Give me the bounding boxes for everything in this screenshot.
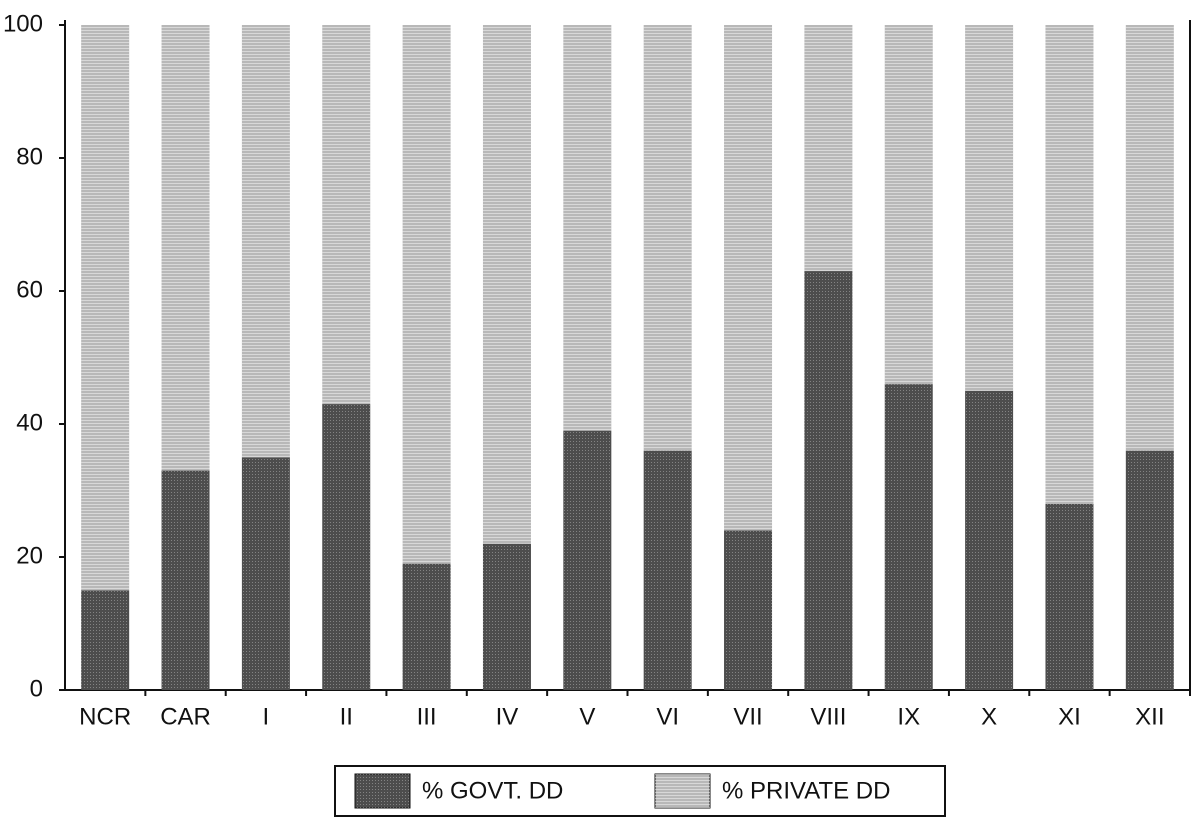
bar-texture — [81, 590, 130, 690]
bar-texture — [1045, 503, 1094, 690]
legend-box — [334, 765, 946, 817]
bar-texture — [1125, 450, 1174, 690]
bar-texture — [161, 25, 210, 471]
bar-texture — [161, 470, 210, 690]
y-tick-label: 0 — [30, 675, 43, 702]
x-tick-label: IX — [897, 703, 920, 730]
bar-texture — [884, 384, 933, 690]
bar-texture — [724, 25, 773, 531]
y-tick-label: 20 — [16, 542, 43, 569]
x-tick-label: NCR — [79, 703, 131, 730]
bar-texture — [402, 563, 451, 690]
bar-texture — [1045, 25, 1094, 504]
y-tick-label: 100 — [3, 10, 43, 37]
x-tick-label: VIII — [810, 703, 846, 730]
bar-texture — [322, 25, 371, 405]
bar-texture — [563, 25, 612, 431]
legend-label: % PRIVATE DD — [722, 777, 890, 804]
y-tick-label: 40 — [16, 409, 43, 436]
bar-texture — [482, 543, 531, 690]
legend-label: % GOVT. DD — [422, 777, 563, 804]
bar-texture — [563, 430, 612, 690]
y-tick-label: 60 — [16, 276, 43, 303]
bar-texture — [884, 25, 933, 385]
bar-texture — [241, 457, 290, 690]
bar-texture — [965, 25, 1014, 391]
x-tick-label: III — [417, 703, 437, 730]
bar-texture — [1125, 25, 1174, 451]
bar-texture — [81, 25, 130, 591]
bar-texture — [724, 530, 773, 690]
x-tick-label: IV — [496, 703, 519, 730]
bar-texture — [322, 404, 371, 690]
x-tick-label: XII — [1135, 703, 1164, 730]
bar-texture — [804, 25, 853, 272]
x-tick-label: VII — [733, 703, 762, 730]
bar-texture — [482, 25, 531, 544]
x-tick-label: II — [340, 703, 353, 730]
bar-texture — [241, 25, 290, 458]
bar-texture — [643, 25, 692, 451]
x-tick-label: I — [263, 703, 270, 730]
y-tick-label: 80 — [16, 143, 43, 170]
x-tick-label: XI — [1058, 703, 1081, 730]
x-tick-label: V — [579, 703, 595, 730]
bar-texture — [402, 25, 451, 564]
x-tick-label: CAR — [160, 703, 211, 730]
bar-texture — [965, 390, 1014, 690]
bar-texture — [804, 271, 853, 690]
legend-texture — [355, 774, 410, 808]
x-tick-label: VI — [656, 703, 679, 730]
bar-texture — [643, 450, 692, 690]
x-tick-label: X — [981, 703, 997, 730]
legend-texture — [655, 774, 710, 808]
